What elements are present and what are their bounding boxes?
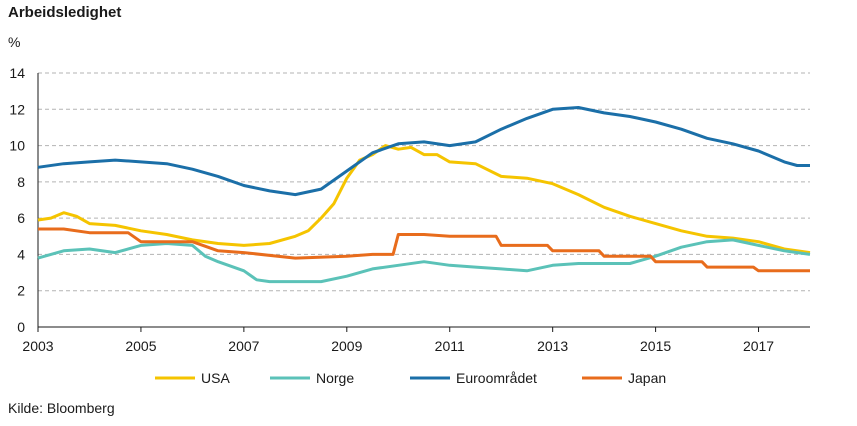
x-tick-label: 2005 [125,338,156,354]
legend-label: Japan [628,370,666,386]
x-tick-label: 2011 [435,338,465,354]
x-tick-label: 2009 [331,338,362,354]
series-line-usa [37,144,811,255]
y-tick-label: 8 [17,174,25,190]
series-line-norge [37,238,811,284]
legend-label: USA [201,370,230,386]
x-tick-label: 2017 [743,338,774,354]
y-tick-label: 6 [17,210,25,226]
series-line-japan [38,227,810,273]
y-tick-label: 12 [9,101,25,117]
y-axis-unit: % [8,34,21,50]
y-tick-label: 10 [9,138,25,154]
x-tick-label: 2003 [22,338,53,354]
legend-label: Euroområdet [456,370,537,386]
y-tick-label: 0 [17,319,25,335]
y-tick-label: 2 [17,283,25,299]
x-tick-label: 2007 [228,338,259,354]
source-note: Kilde: Bloomberg [8,400,115,416]
chart-title: Arbeidsledighet [8,4,122,21]
y-tick-label: 14 [9,65,25,81]
series-line-euroområdet [37,106,810,197]
x-tick-label: 2015 [640,338,671,354]
x-tick-label: 2013 [537,338,568,354]
legend-label: Norge [316,370,354,386]
y-tick-label: 4 [17,246,25,262]
